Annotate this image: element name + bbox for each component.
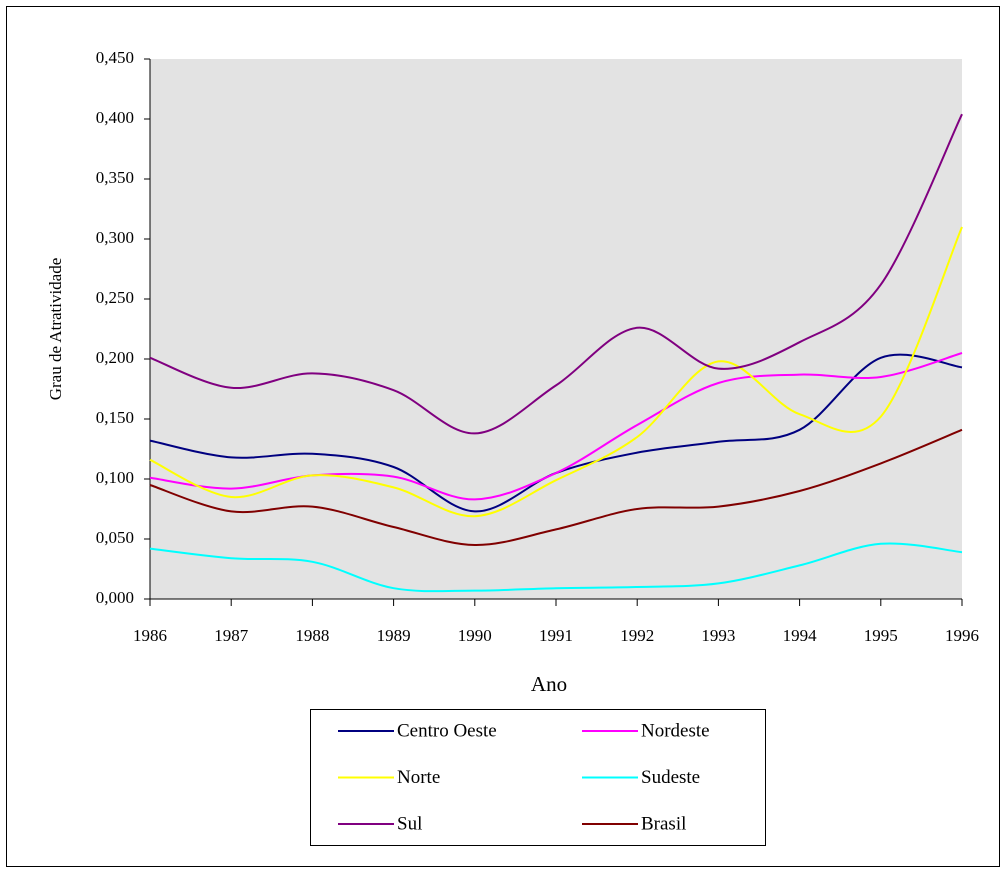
legend-label: Sudeste xyxy=(641,767,700,788)
x-tick-label: 1994 xyxy=(783,626,818,645)
x-tick-label: 1988 xyxy=(295,626,329,645)
line-series xyxy=(149,542,963,593)
line-series xyxy=(149,113,963,435)
y-tick-label: 0,150 xyxy=(96,408,134,427)
line-series xyxy=(149,428,963,547)
y-tick-label: 0,350 xyxy=(96,168,134,187)
y-tick-label: 0,300 xyxy=(96,228,134,247)
x-tick-label: 1990 xyxy=(458,626,492,645)
line-series xyxy=(149,226,963,518)
y-tick-label: 0,450 xyxy=(96,48,134,67)
x-tick-label: 1996 xyxy=(945,626,979,645)
plot-area xyxy=(150,59,962,599)
x-axis-title: Ano xyxy=(531,672,567,696)
y-tick-label: 0,050 xyxy=(96,528,134,547)
x-tick-label: 1989 xyxy=(377,626,411,645)
y-tick-label: 0,250 xyxy=(96,288,134,307)
x-tick-label: 1993 xyxy=(701,626,735,645)
y-tick-label: 0,200 xyxy=(96,348,134,367)
y-tick-label: 0,100 xyxy=(96,468,134,487)
x-tick-label: 1995 xyxy=(864,626,898,645)
legend-label: Brasil xyxy=(641,813,686,834)
x-tick-label: 1987 xyxy=(214,626,249,645)
legend-label: Nordeste xyxy=(641,720,710,741)
y-tick-label: 0,000 xyxy=(96,588,134,607)
legend-label: Sul xyxy=(397,813,422,834)
x-tick-label: 1992 xyxy=(620,626,654,645)
legend-label: Norte xyxy=(397,767,440,788)
x-tick-label: 1991 xyxy=(539,626,573,645)
legend-label: Centro Oeste xyxy=(397,720,497,741)
x-tick-label: 1986 xyxy=(133,626,167,645)
line-series xyxy=(149,352,963,501)
y-axis-title: Grau de Atratividade xyxy=(46,258,65,401)
y-tick-label: 0,400 xyxy=(96,108,134,127)
